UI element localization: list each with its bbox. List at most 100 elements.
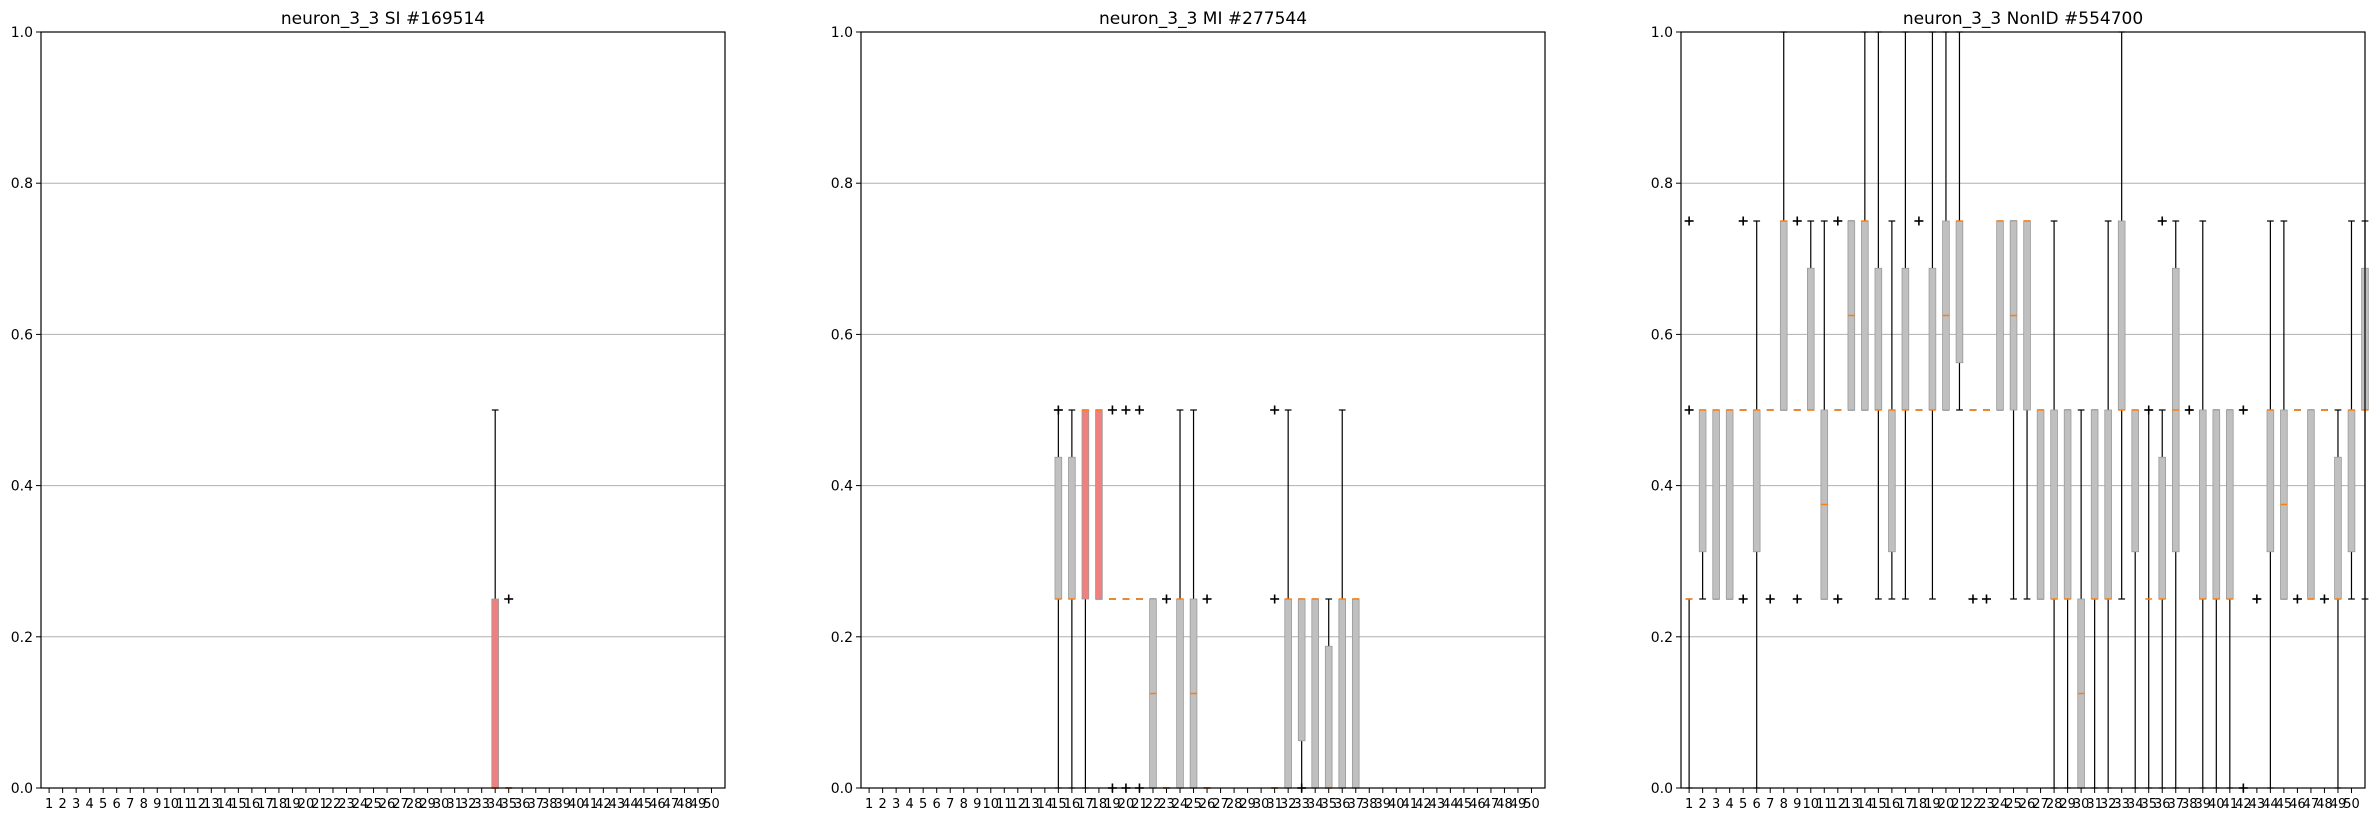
x-tick-label: 32	[460, 797, 477, 812]
box-31	[1270, 405, 1280, 789]
box-body	[2104, 409, 2112, 600]
x-tick-label: 9	[973, 797, 981, 812]
x-tick-label: 3	[1712, 797, 1720, 812]
box-body	[1901, 267, 1910, 411]
box-3	[1712, 409, 1720, 600]
x-tick-label: 20	[298, 797, 315, 812]
box-27	[2036, 409, 2045, 600]
box-body	[2090, 409, 2099, 600]
x-tick-label: 38	[541, 797, 558, 812]
x-tick-label: 33	[473, 797, 490, 812]
chart-panel-2: neuron_3_3 MI #277544 0.0 0.2 0.4 0.6 0.8 1.0 1…	[831, 9, 1546, 812]
box-8	[1779, 31, 1788, 411]
x-tick-label: 27	[392, 797, 409, 812]
box-body	[1874, 267, 1883, 411]
box-24	[1996, 220, 2004, 411]
box-body	[2158, 456, 2167, 600]
box-26	[2023, 220, 2031, 600]
x-tick-label: 15	[1050, 797, 1067, 812]
box-body	[1698, 409, 1707, 553]
x-tick-label: 20	[1938, 797, 1955, 812]
y-tick-label: 1.0	[831, 25, 853, 41]
box-34	[2131, 409, 2139, 789]
box-body	[1888, 409, 1896, 553]
x-tick-label: 9	[1793, 797, 1801, 812]
x-tick-label: 35	[1320, 797, 1337, 812]
x-tick-label: 4	[906, 797, 914, 812]
x-tick-label: 9	[153, 797, 161, 812]
x-tick-label: 11	[996, 797, 1013, 812]
x-tick-label: 50	[1523, 797, 1540, 812]
x-tick-label: 48	[676, 797, 693, 812]
x-tick-label: 46	[649, 797, 666, 812]
box-2	[1698, 409, 1707, 600]
box-17	[1901, 31, 1910, 600]
x-tick-label: 3	[892, 797, 900, 812]
x-tick-label: 19	[1104, 797, 1121, 812]
x-tick-label: 50	[2343, 797, 2360, 812]
x-tick-label: 26	[1199, 797, 1216, 812]
box-body	[1068, 456, 1076, 600]
x-tick-label: 25	[365, 797, 382, 812]
box-body	[1081, 409, 1090, 600]
axes-frame	[860, 31, 1546, 789]
box-33	[2117, 31, 2126, 600]
x-tick-label: 31	[2086, 797, 2103, 812]
box-body	[2050, 409, 2058, 600]
box-13	[1847, 220, 1856, 411]
box-7	[1765, 409, 1775, 604]
box-42	[2238, 405, 2248, 793]
x-tick-label: 41	[2222, 797, 2239, 812]
x-tick-label: 39	[2195, 797, 2212, 812]
x-tick-label: 33	[2113, 797, 2130, 812]
y-tick-label: 0.0	[831, 781, 853, 797]
box-body	[491, 598, 499, 789]
x-tick-label: 12	[1010, 797, 1027, 812]
x-tick-label: 12	[190, 797, 207, 812]
x-tick-label: 2	[58, 797, 66, 812]
x-tick-label: 10	[982, 797, 999, 812]
x-tick-label: 34	[1307, 797, 1324, 812]
x-tick-label: 18	[1911, 797, 1928, 812]
x-tick-label: 31	[1266, 797, 1283, 812]
x-tick-label: 28	[2046, 797, 2063, 812]
x-tick-label: 22	[325, 797, 342, 812]
box-9	[1792, 216, 1802, 604]
x-tick-label: 47	[1483, 797, 1500, 812]
x-tick-label: 49	[2330, 797, 2347, 812]
x-tick-label: 47	[2303, 797, 2320, 812]
box-10	[1806, 220, 1815, 411]
x-tick-label: 39	[1375, 797, 1392, 812]
box-body	[2117, 220, 2126, 411]
box-18	[1914, 216, 1924, 411]
box-34	[491, 409, 499, 789]
x-tick-label: 41	[582, 797, 599, 812]
y-tick-label: 0.6	[1651, 327, 1673, 343]
chart-title: neuron_3_3 MI #277544	[1099, 9, 1307, 29]
x-tick-label: 20	[1118, 797, 1135, 812]
x-tick-label: 29	[1239, 797, 1256, 812]
x-tick-label: 15	[230, 797, 247, 812]
box-body	[2199, 409, 2207, 600]
y-tick-label: 0.4	[11, 479, 33, 495]
box-body	[1779, 220, 1788, 411]
box-body	[2334, 456, 2342, 600]
box-38	[2184, 405, 2194, 415]
x-tick-label: 1	[865, 797, 873, 812]
box-body	[2212, 409, 2221, 600]
box-body	[2036, 409, 2045, 600]
x-tick-label: 2	[1698, 797, 1706, 812]
box-body	[1928, 267, 1937, 411]
box-35	[504, 594, 514, 789]
x-tick-label: 43	[1429, 797, 1446, 812]
y-tick-label: 0.8	[1651, 176, 1673, 192]
x-tick-label: 15	[1870, 797, 1887, 812]
x-tick-label: 14	[1037, 797, 1054, 812]
y-tick-label: 0.6	[831, 327, 853, 343]
x-tick-label: 24	[352, 797, 369, 812]
x-tick-label: 35	[500, 797, 517, 812]
x-tick-label: 45	[2276, 797, 2293, 812]
box-33	[1297, 598, 1307, 793]
x-tick-label: 12	[1830, 797, 1847, 812]
